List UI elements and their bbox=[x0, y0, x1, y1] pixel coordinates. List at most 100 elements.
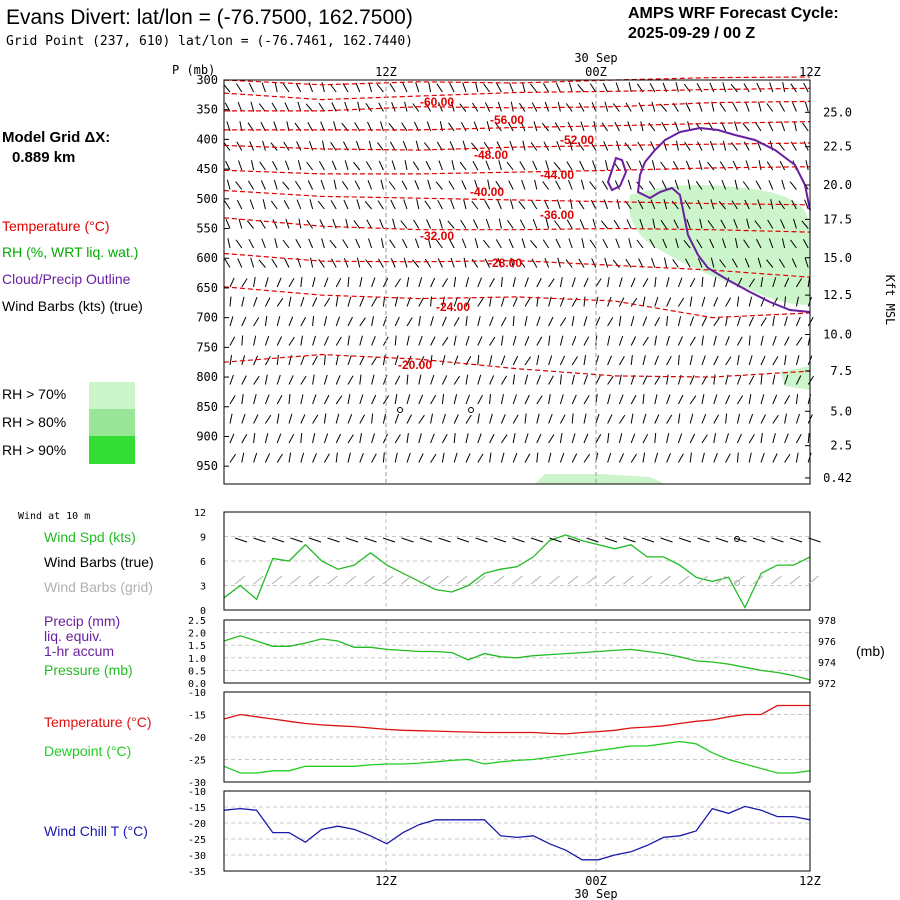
wind-barb bbox=[592, 160, 597, 171]
wind-barb bbox=[430, 296, 432, 307]
wind-barb bbox=[489, 375, 495, 385]
wind-barb bbox=[418, 453, 424, 463]
wind-barb bbox=[285, 218, 290, 229]
wind-barb bbox=[459, 161, 467, 171]
wind-barb bbox=[335, 413, 340, 424]
wind-barb-true bbox=[382, 537, 396, 543]
wind-barb bbox=[371, 277, 376, 288]
wind-barb bbox=[744, 258, 750, 268]
wind-barb bbox=[389, 239, 396, 249]
wind-barb bbox=[483, 141, 491, 151]
wind-barb bbox=[672, 259, 679, 268]
wind-barb bbox=[630, 413, 634, 424]
wind-barb bbox=[259, 161, 266, 171]
wind-barb bbox=[264, 374, 268, 385]
wind-barb bbox=[512, 335, 517, 346]
wind-barb bbox=[559, 374, 562, 385]
wind-barb bbox=[524, 297, 531, 307]
wind-barb bbox=[258, 259, 266, 268]
wind-barb bbox=[618, 316, 622, 327]
wind-barb-grid bbox=[234, 575, 246, 585]
pressure-tick-label: 500 bbox=[196, 192, 218, 206]
wind-barb bbox=[701, 452, 705, 463]
panel-tick-label: 3 bbox=[200, 582, 206, 593]
wind-barb bbox=[577, 200, 585, 210]
wind-barb bbox=[253, 433, 256, 444]
wind-barb bbox=[524, 277, 529, 288]
wind-barb bbox=[637, 200, 644, 210]
wind-barb bbox=[578, 258, 585, 268]
height-axis-label: Kft MSL bbox=[883, 275, 897, 326]
wind-barb bbox=[402, 238, 408, 249]
wind-barb bbox=[677, 433, 683, 444]
rh-swatch-70 bbox=[89, 382, 135, 409]
panel-tick-label: -30 bbox=[188, 778, 206, 789]
wind-barb bbox=[356, 199, 361, 210]
legend-cloud-outline: Cloud/Precip Outline bbox=[2, 271, 131, 287]
wind-barb bbox=[618, 374, 622, 385]
wind-10m-header: Wind at 10 m bbox=[18, 511, 90, 522]
wind-barb bbox=[343, 258, 349, 268]
wind-barb bbox=[510, 257, 514, 268]
wind-barb bbox=[321, 238, 325, 249]
wind-barb bbox=[465, 433, 469, 444]
wind-barb bbox=[748, 452, 752, 463]
wind-barb bbox=[312, 277, 316, 288]
wind-barb bbox=[725, 356, 732, 366]
wind-barb bbox=[453, 375, 461, 385]
wind-barb bbox=[416, 199, 420, 210]
calm-markers bbox=[397, 407, 474, 413]
wind-chill-panel: -10 -15 -20 -25 -30 -35 bbox=[188, 787, 811, 878]
wind-barb bbox=[725, 453, 731, 463]
wind-barb bbox=[318, 161, 325, 171]
wind-barb bbox=[418, 297, 424, 307]
wind-10m-panel: 12 9 6 3 0 bbox=[194, 508, 821, 617]
wind-barb bbox=[689, 433, 696, 444]
wind-barb bbox=[696, 83, 703, 93]
wind-barb bbox=[536, 355, 540, 366]
wind-barb bbox=[296, 141, 302, 151]
wind-barb bbox=[401, 180, 408, 190]
wind-barb-grid bbox=[697, 575, 708, 585]
wind-barb bbox=[331, 258, 337, 268]
wind-barb bbox=[400, 220, 408, 229]
wind-barb bbox=[748, 355, 753, 366]
wind-barb bbox=[329, 239, 337, 249]
wind-barb bbox=[426, 219, 432, 229]
wind-barb bbox=[382, 395, 390, 405]
wind-barb bbox=[772, 394, 778, 405]
wind-barb bbox=[685, 102, 691, 112]
wind-barb bbox=[742, 181, 750, 190]
wind-barb bbox=[544, 258, 550, 268]
wind-barb bbox=[276, 355, 279, 366]
wind-barb bbox=[580, 121, 585, 132]
wind-barb bbox=[474, 179, 479, 190]
wind-barb bbox=[654, 394, 658, 405]
wind-barb bbox=[489, 452, 492, 463]
wind-barb bbox=[508, 180, 514, 190]
wind-barb bbox=[521, 179, 526, 190]
wind-barb bbox=[795, 452, 799, 463]
wind-barb bbox=[784, 296, 786, 307]
wind-barb bbox=[642, 375, 648, 385]
wind-barb bbox=[368, 140, 373, 151]
wind-barb bbox=[756, 82, 762, 93]
wind-barb-true bbox=[401, 537, 414, 543]
wind-barb bbox=[709, 82, 715, 93]
height-tick-label: 7.5 bbox=[830, 364, 852, 378]
wind-barb bbox=[436, 239, 443, 249]
wind-barb bbox=[253, 394, 257, 405]
wind-barb bbox=[555, 82, 561, 93]
wind-barb bbox=[675, 238, 679, 249]
wind-barb bbox=[489, 413, 493, 424]
wind-barb bbox=[238, 218, 243, 229]
wind-barb bbox=[359, 297, 365, 307]
panel-tick-label: 1.0 bbox=[188, 654, 206, 665]
wind-barb bbox=[276, 453, 283, 463]
wind-barb bbox=[758, 101, 762, 112]
wind-barb bbox=[418, 277, 423, 288]
wind-barb bbox=[359, 433, 362, 444]
wind-barb-true bbox=[789, 537, 803, 543]
wind-barb bbox=[237, 258, 243, 268]
wind-barb bbox=[654, 375, 661, 385]
